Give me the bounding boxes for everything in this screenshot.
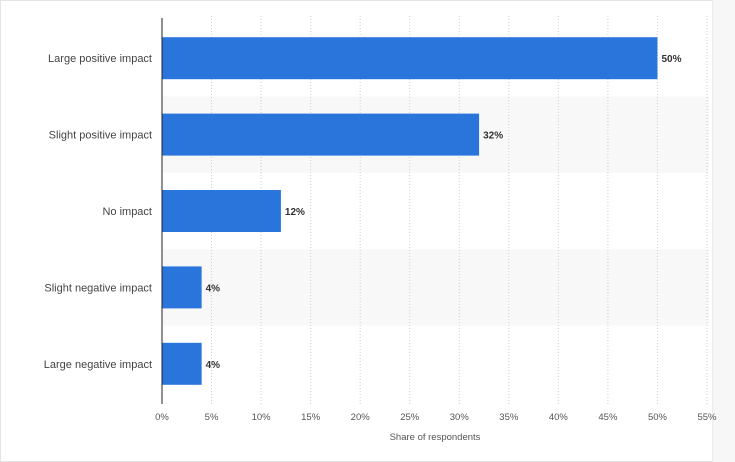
x-tick-label: 0% [155,412,169,423]
bar-value-label: 32% [483,131,503,142]
category-label: Slight positive impact [49,130,152,142]
x-tick-label: 30% [450,412,470,423]
bar[interactable] [162,342,202,385]
bar[interactable] [162,113,480,156]
bars [162,37,658,385]
x-tick-label: 10% [252,412,272,423]
category-label: No impact [102,206,152,218]
bar[interactable] [162,190,281,232]
x-tick-label: 45% [598,412,618,423]
x-tick-labels: 0% 5% 10% 15% 20% 25% 30% 35% 40% 45% 50% 55% [155,412,717,423]
category-label: Large positive impact [48,53,152,65]
x-tick-label: 5% [205,412,219,423]
x-tick-label: 20% [351,412,371,423]
bar-value-label: 4% [206,283,221,294]
x-tick-label: 50% [648,412,668,423]
bar-value-label: 4% [206,360,221,371]
x-tick-label: 55% [697,412,717,423]
frame-scroll-edge [712,0,735,462]
bar-value-label: 50% [661,54,681,65]
category-labels: Large positive impact Slight positive imp… [44,53,152,371]
x-tick-label: 40% [549,412,569,423]
bar[interactable] [162,37,658,80]
x-tick-label: 25% [400,412,420,423]
x-axis-title: Share of respondents [390,432,481,443]
category-label: Slight negative impact [44,282,152,294]
value-labels: 50% 32% 12% 4% 4% [206,54,682,371]
bar[interactable] [162,266,202,309]
row-band [162,249,709,326]
bar-value-label: 12% [285,207,305,218]
x-tick-label: 35% [499,412,519,423]
category-label: Large negative impact [44,359,152,371]
x-tick-label: 15% [301,412,321,423]
